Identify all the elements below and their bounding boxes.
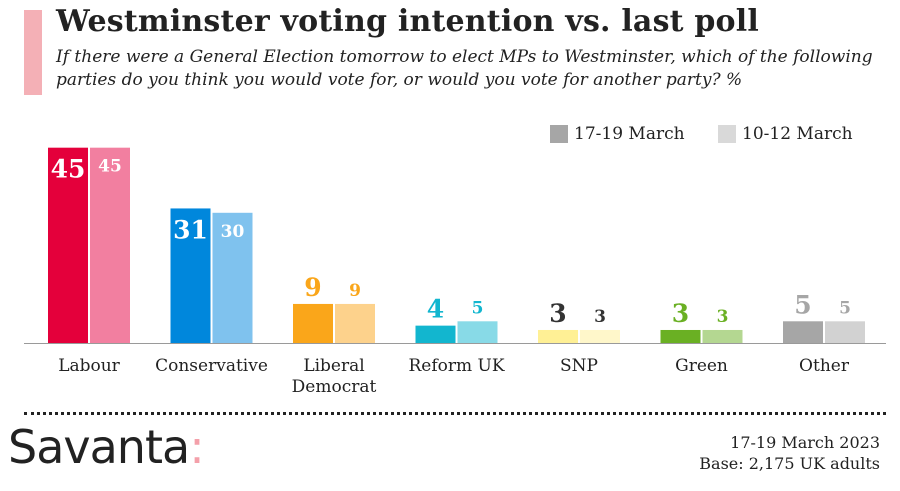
data-label-snp-current: 3	[549, 299, 566, 328]
bar-snp-previous	[580, 329, 620, 343]
category-label-conservative: Conservative	[155, 356, 268, 376]
bar-reform-uk-current	[415, 325, 456, 343]
bar-labour-current	[48, 147, 88, 343]
chart-subtitle: If there were a General Election tomorro…	[56, 47, 873, 90]
legend-label-previous: 10-12 March	[742, 124, 853, 144]
legend-swatch-current	[550, 125, 568, 143]
data-label-labour-current: 45	[51, 155, 86, 184]
data-label-reform-uk-previous: 5	[472, 298, 484, 318]
data-label-green-previous: 3	[717, 307, 729, 327]
category-label-reform-uk: Reform UK	[408, 356, 504, 376]
category-label-liberal-democrat: Liberal	[303, 356, 364, 376]
chart-title: Westminster voting intention vs. last po…	[56, 4, 759, 39]
bar-labour-previous	[90, 147, 130, 343]
category-label-snp: SNP	[560, 356, 598, 376]
bar-conservative-previous	[212, 212, 253, 343]
footer-date: 17-19 March 2023	[730, 433, 880, 452]
data-label-conservative-current: 31	[173, 215, 208, 244]
data-label-green-current: 3	[672, 299, 689, 328]
legend-swatch-previous	[718, 125, 736, 143]
bar-snp-current	[538, 329, 578, 343]
footer-divider	[24, 412, 886, 415]
data-label-liberal-democrat-current: 9	[304, 273, 321, 302]
category-label-other: Other	[799, 356, 850, 376]
data-label-other-previous: 5	[839, 298, 851, 318]
data-label-liberal-democrat-previous: 9	[349, 281, 361, 301]
legend-item-previous: 10-12 March	[718, 124, 853, 144]
bar-green-previous	[702, 329, 743, 343]
category-label-labour: Labour	[58, 356, 120, 376]
bar-liberal-democrat-current	[293, 303, 333, 343]
data-label-snp-previous: 3	[594, 307, 606, 327]
data-label-other-current: 5	[794, 290, 811, 319]
bar-other-previous	[825, 321, 865, 343]
footer-base: Base: 2,175 UK adults	[699, 454, 880, 473]
data-label-labour-previous: 45	[98, 157, 122, 177]
bar-other-current	[783, 321, 823, 343]
title-accent-bar	[24, 10, 42, 95]
legend-item-current: 17-19 March	[550, 124, 685, 144]
data-label-conservative-previous: 30	[221, 222, 245, 242]
bar-reform-uk-previous	[457, 321, 498, 343]
logo-colon: :	[189, 420, 204, 474]
savanta-logo: Savanta:	[8, 420, 205, 474]
data-label-reform-uk-current: 4	[427, 295, 444, 324]
footer-info: 17-19 March 2023 Base: 2,175 UK adults	[699, 432, 880, 474]
legend-label-current: 17-19 March	[574, 124, 685, 144]
bar-green-current	[660, 329, 701, 343]
logo-text: Savanta	[8, 420, 190, 474]
bar-conservative-current	[170, 208, 211, 343]
bar-liberal-democrat-previous	[335, 303, 375, 343]
category-label-liberal-democrat: Democrat	[292, 377, 377, 397]
category-label-green: Green	[675, 356, 728, 376]
